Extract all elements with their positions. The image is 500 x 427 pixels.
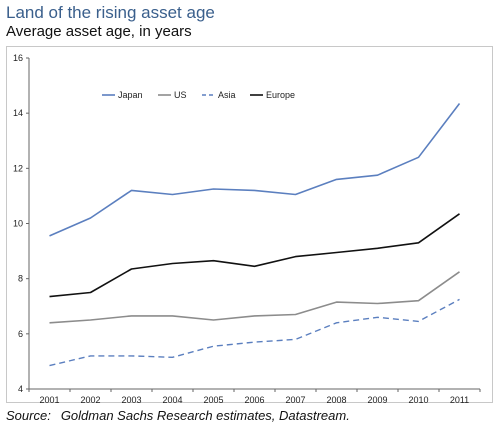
y-tick-label: 14 [13,108,23,118]
chart-frame [6,46,493,403]
source-note: Source: Goldman Sachs Research estimates,… [6,408,350,423]
x-tick-label: 2006 [244,395,264,405]
x-tick-label: 2004 [162,395,182,405]
axes: 4 6 8 10 12 14 16 2001 2002 2003 2004 2005 2006 2007 2… [13,53,481,405]
series-line-japan [49,103,461,237]
series-line-us [49,271,460,324]
legend-label-us: US [174,90,187,100]
source-label: Source: [6,408,51,423]
y-tick-label: 8 [18,274,23,284]
series-group [49,103,461,367]
y-tick-label: 10 [13,219,23,229]
y-tick-label: 12 [13,163,23,173]
legend-label-europe: Europe [266,90,295,100]
x-tick-label: 2007 [285,395,305,405]
chart-subtitle: Average asset age, in years [6,23,192,40]
y-tick-label: 6 [18,329,23,339]
legend-label-asia: Asia [218,90,236,100]
x-tick-label: 2002 [80,395,100,405]
x-tick-label: 2010 [408,395,428,405]
x-tick-label: 2005 [203,395,223,405]
legend: Japan US Asia Europe [102,90,295,100]
x-tick-label: 2001 [39,395,59,405]
x-tick-label: 2009 [367,395,387,405]
x-tick-label: 2011 [450,395,469,405]
y-tick-label: 16 [13,53,23,63]
series-line-europe [49,213,460,298]
x-tick-label: 2003 [121,395,141,405]
x-tick-label: 2008 [326,395,346,405]
chart-title: Land of the rising asset age [6,3,215,22]
legend-label-japan: Japan [118,90,143,100]
source-text: Goldman Sachs Research estimates, Datast… [60,408,350,423]
series-line-asia [49,298,460,367]
y-tick-label: 4 [18,384,23,394]
